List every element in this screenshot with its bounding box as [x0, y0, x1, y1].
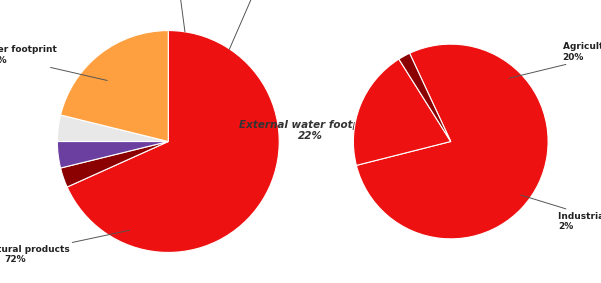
Wedge shape	[61, 31, 168, 142]
Wedge shape	[67, 31, 279, 252]
Text: External water footprint
22%: External water footprint 22%	[239, 120, 381, 141]
Text: Agricultural products
20%: Agricultural products 20%	[509, 42, 601, 78]
Text: Agricultural products
72%: Agricultural products 72%	[0, 230, 129, 264]
Text: Domestic water
consumption
4%: Domestic water consumption 4%	[219, 0, 299, 50]
Text: Industrial products
3%: Industrial products 3%	[129, 0, 226, 32]
Wedge shape	[61, 142, 168, 187]
Text: Industrial products
2%: Industrial products 2%	[521, 195, 601, 231]
Wedge shape	[57, 115, 168, 142]
Wedge shape	[353, 59, 451, 165]
Wedge shape	[356, 44, 548, 239]
Text: Internal water footprint
78%: Internal water footprint 78%	[0, 45, 107, 80]
Wedge shape	[57, 142, 168, 168]
Wedge shape	[399, 53, 451, 142]
